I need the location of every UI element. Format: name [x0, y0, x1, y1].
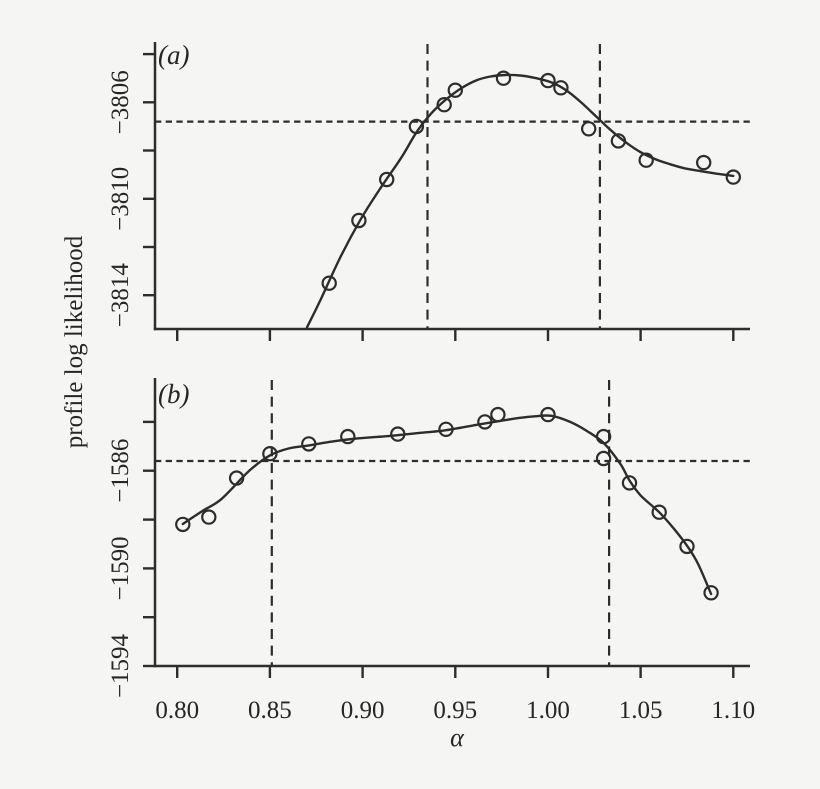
y-tick-label: −3814: [107, 263, 134, 328]
panel-a-curve: [305, 73, 735, 329]
panel-b-point: [595, 450, 612, 467]
x-tick-label: 0.95: [433, 697, 477, 724]
panel-a-point: [495, 70, 512, 86]
panel-b-point: [490, 406, 506, 423]
panel-b-point: [175, 516, 191, 533]
panel-a-point: [638, 152, 654, 168]
panel-b-point: [621, 475, 638, 491]
panel-a-point: [351, 212, 367, 229]
x-tick-label: 1.00: [526, 697, 570, 724]
panel-a-point: [540, 72, 556, 89]
panel-a-point: [553, 80, 569, 96]
panel-b-point: [262, 446, 278, 462]
y-tick-label: −3810: [107, 167, 134, 231]
panel-b-point: [201, 509, 217, 525]
panel-a-point: [447, 82, 463, 98]
panel-a-point: [581, 121, 597, 137]
y-tick-label: −1594: [107, 633, 134, 698]
panel-a-letter: (a): [158, 40, 189, 70]
panel-a-point: [696, 154, 712, 171]
x-tick-label: 1.10: [711, 697, 755, 724]
panel-b-point: [477, 414, 493, 430]
panel-b-curve: [181, 414, 713, 596]
panel-a-point: [321, 275, 337, 291]
panel-a: −3806 −3810 −3814 (a): [107, 40, 750, 341]
panel-b-point: [390, 426, 406, 442]
x-tick-label: 0.80: [155, 697, 199, 724]
panel-b-point: [438, 421, 454, 437]
y-tick-label: −1590: [107, 536, 134, 600]
y-tick-label: −1586: [107, 439, 134, 503]
panel-b: −1586 −1590 −1594 0.80 0.85 0.90 0.95 1.00 1.05 1…: [107, 378, 755, 724]
panel-a-point: [610, 133, 627, 149]
panel-a-point: [725, 169, 742, 185]
panel-b-point: [595, 428, 612, 445]
y-axis-title: profile log likelihood: [61, 235, 88, 448]
panel-b-letter: (b): [158, 379, 189, 409]
panel-b-point: [301, 436, 317, 452]
x-axis-title: α: [450, 723, 465, 752]
panel-b-point: [651, 504, 667, 520]
panel-b-point: [703, 585, 719, 601]
panel-a-point: [408, 118, 425, 135]
x-tick-label: 0.85: [248, 697, 292, 724]
x-tick-label: 1.05: [619, 697, 663, 724]
panel-a-point: [379, 171, 395, 188]
panel-b-point: [340, 428, 356, 445]
panel-b-point: [679, 538, 695, 555]
panel-b-point: [228, 470, 245, 486]
panel-a-point: [436, 96, 452, 113]
x-tick-label: 0.90: [341, 697, 385, 724]
y-tick-label: −3806: [107, 70, 134, 134]
panel-b-point: [540, 406, 556, 423]
